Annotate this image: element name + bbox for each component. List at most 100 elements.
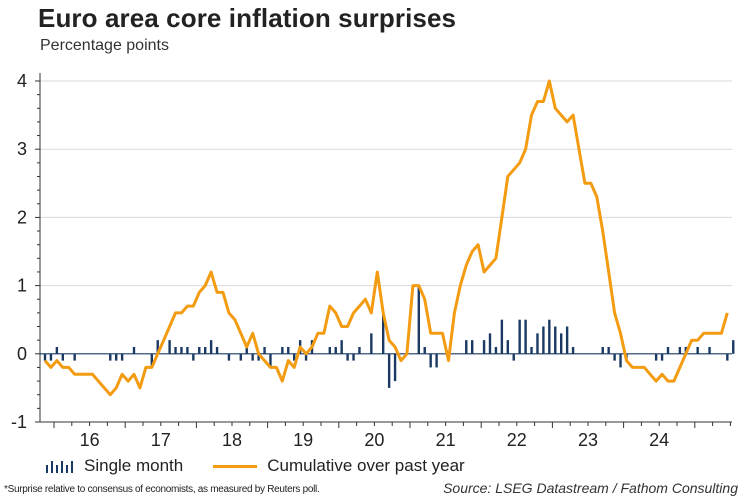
bar [251, 353, 254, 361]
bar [530, 346, 533, 354]
bar-series-icon [46, 459, 76, 473]
bar [227, 353, 231, 361]
bar [512, 353, 515, 361]
bar [387, 353, 391, 388]
y-tick-label: 3 [17, 139, 27, 159]
bar [43, 353, 47, 361]
chart-title: Euro area core inflation surprises [38, 3, 457, 33]
bar [174, 346, 177, 354]
bar [263, 346, 266, 354]
bar [215, 346, 219, 354]
bar [132, 346, 136, 354]
bar [660, 353, 664, 361]
x-tick-label: 17 [151, 430, 171, 450]
bar [542, 326, 545, 354]
bar [500, 319, 504, 354]
cumulative-line [43, 79, 729, 397]
bar [370, 333, 373, 354]
bar [340, 340, 343, 354]
bar [560, 333, 563, 354]
bar [346, 353, 349, 361]
bar [245, 346, 248, 354]
chart-subtitle: Percentage points [40, 37, 169, 54]
bar [352, 353, 355, 361]
bar [488, 333, 492, 354]
bar [518, 319, 521, 354]
bar [239, 353, 242, 361]
x-tick-label: 23 [578, 430, 598, 450]
bar [494, 346, 498, 354]
legend-label-bars: Single month [84, 456, 184, 475]
x-tick-label: 20 [364, 430, 384, 450]
bar [61, 353, 64, 361]
bar [423, 346, 426, 354]
bar [293, 353, 296, 361]
bar [382, 312, 385, 354]
bar [73, 353, 76, 361]
line-series-icon [213, 464, 258, 468]
bar [328, 346, 331, 354]
bar [192, 353, 195, 361]
bar [198, 346, 201, 354]
bar [115, 353, 118, 361]
y-tick-label: 4 [17, 71, 27, 91]
bar [304, 353, 308, 361]
x-tick-label: 24 [649, 430, 669, 450]
bar [168, 340, 171, 354]
x-tick-label: 22 [507, 430, 527, 450]
source-note: Source: LSEG Datastream / Fathom Consult… [443, 480, 738, 496]
x-tick-label: 21 [436, 430, 456, 450]
bar [209, 340, 213, 354]
bar [666, 346, 670, 354]
bar [204, 346, 207, 354]
bar [482, 340, 486, 354]
y-tick-label: -1 [11, 412, 27, 432]
bar [678, 346, 682, 354]
bar [571, 346, 575, 354]
bar [524, 319, 527, 354]
bar [417, 285, 420, 354]
bar [471, 340, 474, 354]
bar [150, 353, 153, 368]
bar [281, 346, 284, 354]
bar [607, 346, 610, 354]
bar [732, 340, 735, 354]
legend-item-single-month: Single month [46, 456, 183, 476]
bar [55, 346, 59, 354]
legend: Single month Cumulative over past year [46, 456, 495, 476]
bar [257, 353, 260, 361]
x-tick-label: 18 [222, 430, 242, 450]
bar [358, 346, 361, 354]
bar [619, 353, 622, 368]
bar [49, 353, 53, 361]
bar [565, 326, 569, 354]
legend-item-cumulative: Cumulative over past year [213, 456, 465, 476]
bar [156, 340, 159, 354]
x-tick-label: 16 [80, 430, 100, 450]
y-tick-label: 1 [17, 276, 27, 296]
bar [548, 319, 551, 354]
bar [536, 333, 539, 354]
bar [334, 346, 337, 354]
bar [654, 353, 658, 361]
legend-label-line: Cumulative over past year [267, 456, 465, 475]
footnote: *Surprise relative to consensus of econo… [4, 484, 320, 495]
bar [429, 353, 432, 368]
bar [269, 353, 272, 368]
bar [506, 340, 509, 354]
bar [186, 346, 189, 354]
bar [120, 353, 124, 361]
x-tick-label: 19 [293, 430, 313, 450]
bar [180, 346, 183, 354]
bar [696, 346, 699, 354]
bar [726, 353, 729, 361]
y-tick-label: 2 [17, 207, 27, 227]
bar [554, 326, 557, 354]
bar [287, 346, 290, 354]
y-tick-label: 0 [17, 344, 27, 364]
bar [708, 346, 711, 354]
bar [613, 353, 616, 361]
bar [393, 353, 397, 382]
bar [109, 353, 112, 361]
